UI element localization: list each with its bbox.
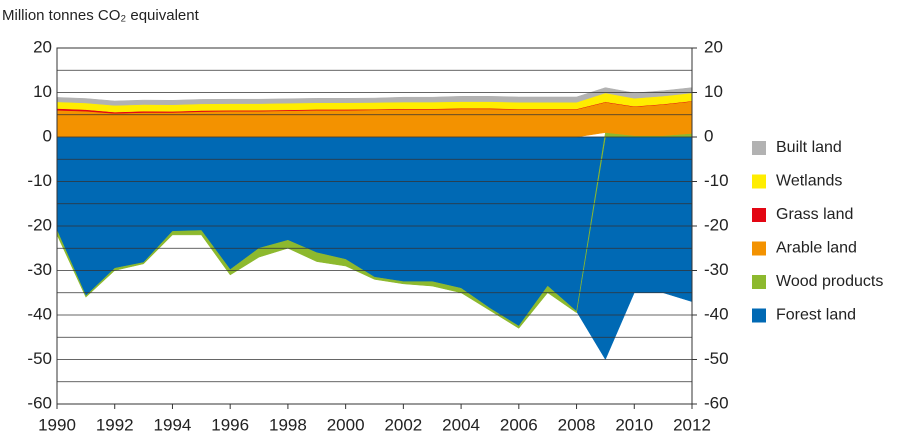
y-tick-label: 20 bbox=[33, 37, 52, 56]
legend-swatch bbox=[752, 241, 766, 256]
x-tick-label: 1990 bbox=[38, 415, 76, 434]
x-tick-label: 2000 bbox=[327, 415, 365, 434]
y2-tick-label: 20 bbox=[704, 37, 723, 56]
y2-tick-label: -20 bbox=[704, 215, 729, 234]
x-tick-label: 1992 bbox=[96, 415, 134, 434]
y2-tick-label: -10 bbox=[704, 171, 729, 190]
x-tick-label: 1996 bbox=[211, 415, 249, 434]
legend-label: Grass land bbox=[776, 206, 853, 223]
legend-label: Forest land bbox=[776, 307, 856, 324]
plot-frame bbox=[56, 47, 693, 405]
x-tick-label: 2008 bbox=[558, 415, 596, 434]
legend-label: Wetlands bbox=[776, 173, 842, 190]
y-tick-label: -30 bbox=[27, 260, 52, 279]
legend-swatch bbox=[752, 141, 766, 155]
y2-tick-label: -30 bbox=[704, 260, 729, 279]
x-tick-label: 1998 bbox=[269, 415, 307, 434]
y2-tick-label: -60 bbox=[704, 393, 729, 412]
x-tick-label: 2002 bbox=[384, 415, 422, 434]
y-tick-label: -10 bbox=[27, 171, 52, 190]
legend-swatch bbox=[752, 174, 766, 189]
x-tick-label: 2006 bbox=[500, 415, 538, 434]
legend-swatch bbox=[752, 308, 766, 323]
legend-swatch bbox=[752, 275, 766, 289]
legend-swatch bbox=[752, 208, 766, 222]
x-tick-label: 1994 bbox=[154, 415, 192, 434]
y-tick-label: 10 bbox=[33, 82, 52, 101]
x-tick-label: 2010 bbox=[615, 415, 653, 434]
y-tick-label: 0 bbox=[43, 126, 52, 145]
y2-tick-label: -50 bbox=[704, 349, 729, 368]
y2-tick-label: 0 bbox=[704, 126, 713, 145]
y2-tick-label: 10 bbox=[704, 82, 723, 101]
y-tick-label: -50 bbox=[27, 349, 52, 368]
chart-title: Million tonnes CO₂ equivalent bbox=[2, 7, 200, 24]
y-tick-label: -60 bbox=[27, 393, 52, 412]
legend-label: Wood products bbox=[776, 273, 883, 290]
x-tick-label: 2004 bbox=[442, 415, 480, 434]
y2-tick-label: -40 bbox=[704, 304, 729, 323]
legend-label: Arable land bbox=[776, 240, 857, 257]
y-tick-label: -20 bbox=[27, 215, 52, 234]
y-tick-label: -40 bbox=[27, 304, 52, 323]
x-tick-label: 2012 bbox=[673, 415, 711, 434]
legend-label: Built land bbox=[776, 139, 842, 156]
